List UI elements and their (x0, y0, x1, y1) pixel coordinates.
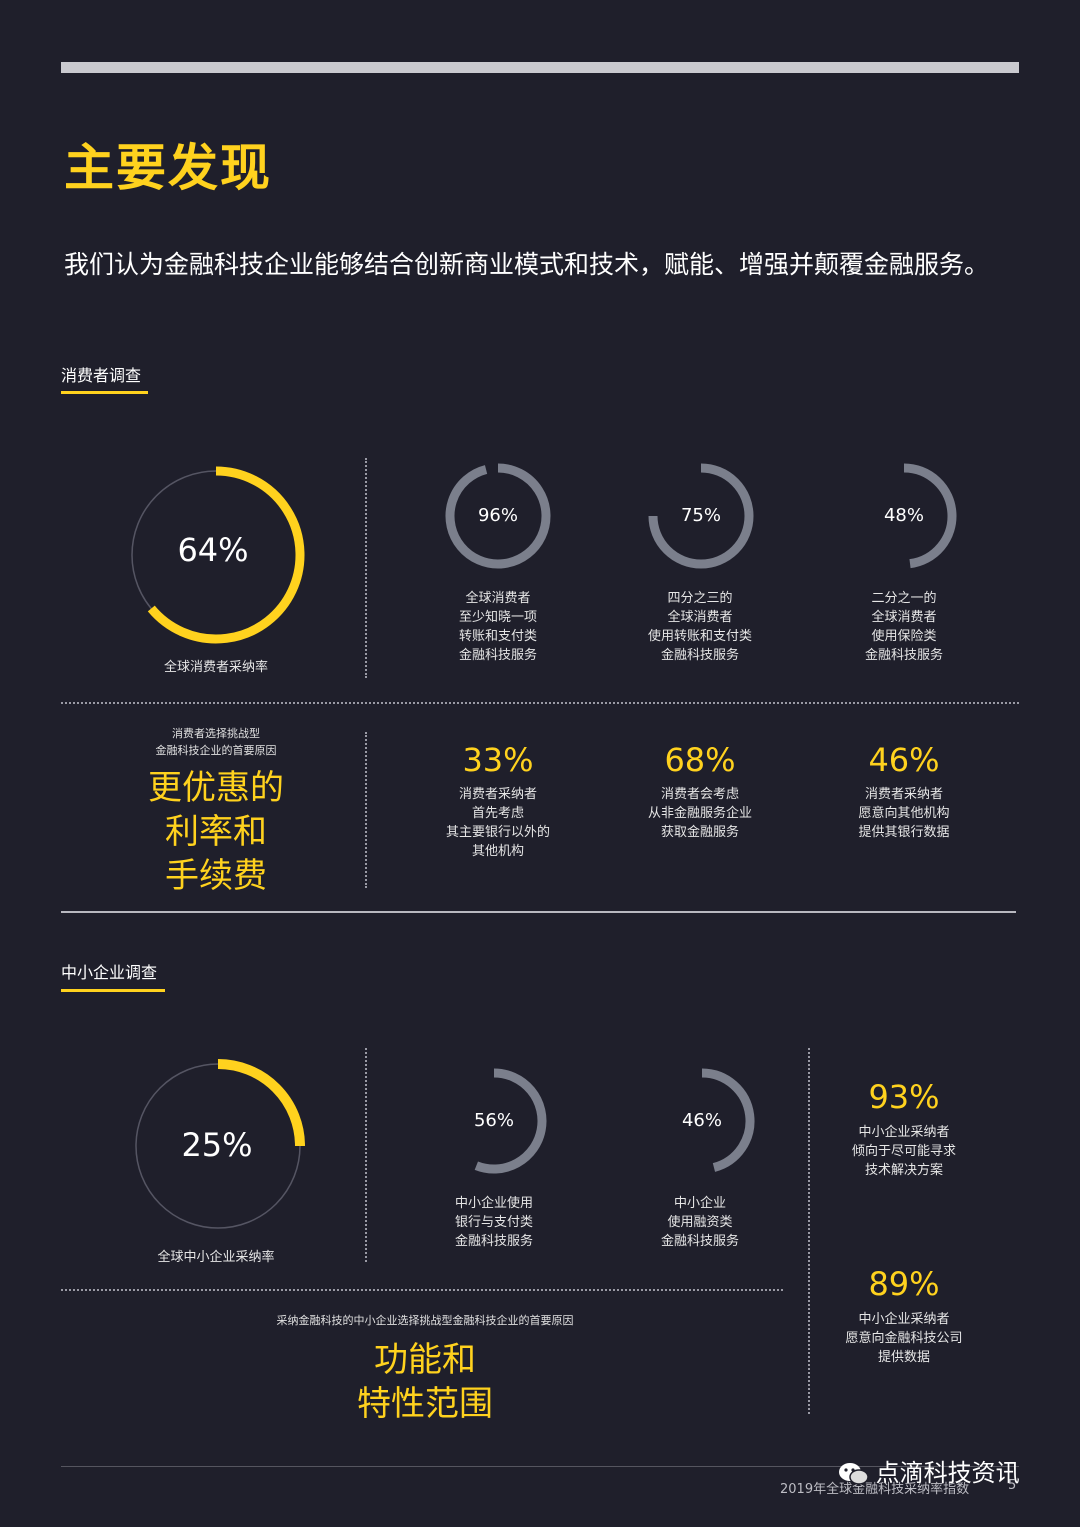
watermark: 点滴科技资讯 (838, 1458, 1020, 1488)
consumer-donut-insurance-caption: 二分之一的 全球消费者 使用保险类 金融科技服务 (864, 591, 943, 663)
sme-main-caption: 全球中小企业采纳率 (157, 1250, 275, 1265)
consumer-donut-payments-arc (648, 463, 754, 569)
page-number: 5 (1008, 1478, 1017, 1493)
footer-rule (61, 1466, 1019, 1467)
consumer-reason-intro: 消费者选择挑战型 金融科技企业的首要原因 (155, 727, 277, 757)
consumer-main-value: 64% (177, 531, 248, 569)
consumer-donut-insurance-value: 48% (884, 505, 924, 526)
sme-stat-1-value: 93% (868, 1078, 940, 1116)
consumer-stat-3-value: 46% (868, 741, 940, 779)
divider-horizontal (61, 1289, 783, 1291)
sme-donut-payments-arc (474, 1068, 547, 1174)
consumer-stat-3-caption: 消费者采纳者 愿意向其他机构 提供其银行数据 (858, 787, 950, 840)
consumer-main-caption: 全球消费者采纳率 (163, 660, 268, 675)
watermark-text: 点滴科技资讯 (875, 1459, 1020, 1487)
consumer-donut-insurance: 48% (884, 463, 957, 569)
consumer-donut-awareness-arc (445, 463, 551, 569)
consumer-stat-2-value: 68% (664, 741, 736, 779)
divider-vertical (365, 732, 367, 888)
consumer-section-label: 消费者调查 (61, 366, 142, 385)
divider-horizontal (61, 702, 1019, 704)
sme-donut-payments-value: 56% (474, 1110, 514, 1131)
sme-donut-financing-arc (701, 1068, 755, 1172)
sme-main-arc (217, 1059, 305, 1147)
consumer-stat-1-caption: 消费者采纳者 首先考虑 其主要银行以外的 其他机构 (445, 787, 550, 859)
consumer-donut-payments-value: 75% (681, 505, 721, 526)
consumer-stat-1-value: 33% (462, 741, 534, 779)
sme-reason-text: 功能和 特性范围 (357, 1340, 493, 1424)
sme-main-donut: 25% (135, 1059, 305, 1229)
sme-reason-intro: 采纳金融科技的中小企业选择挑战型金融科技企业的首要原因 (276, 1314, 574, 1327)
consumer-donut-payments: 75% (648, 463, 754, 569)
sme-donut-financing: 46% (682, 1068, 755, 1172)
consumer-donut-payments-caption: 四分之三的 全球消费者 使用转账和支付类 金融科技服务 (647, 591, 752, 663)
divider-vertical (365, 1048, 367, 1262)
sme-donut-financing-value: 46% (682, 1110, 722, 1131)
divider-vertical (808, 1048, 810, 1414)
sme-donut-financing-caption: 中小企业 使用融资类 金融科技服务 (660, 1196, 739, 1249)
consumer-reason-text: 更优惠的 利率和 手续费 (148, 768, 284, 896)
footer-report-title: 2019年全球金融科技采纳率指数 (780, 1482, 970, 1497)
consumer-donut-insurance-arc (903, 463, 957, 569)
sme-stat-2-value: 89% (868, 1265, 940, 1303)
divider-vertical (365, 458, 367, 678)
sme-main-value: 25% (181, 1126, 252, 1164)
sme-stat-2-caption: 中小企业采纳者 愿意向金融科技公司 提供数据 (845, 1312, 963, 1365)
consumer-donut-awareness: 96% (445, 463, 551, 569)
consumer-label-underline (61, 391, 148, 394)
consumer-donut-awareness-caption: 全球消费者 至少知晓一项 转账和支付类 金融科技服务 (458, 591, 537, 663)
consumer-main-donut: 64% (131, 466, 305, 644)
sme-stat-1-caption: 中小企业采纳者 倾向于尽可能寻求 技术解决方案 (851, 1125, 956, 1178)
sme-label-underline (61, 989, 165, 992)
intro-text: 我们认为金融科技企业能够结合创新商业模式和技术，赋能、增强并颠覆金融服务。 (64, 250, 990, 279)
consumer-main-arc (147, 466, 305, 644)
page-title: 主要发现 (64, 139, 272, 197)
consumer-donut-awareness-value: 96% (478, 505, 518, 526)
wechat-icon (838, 1462, 869, 1486)
sme-section-label: 中小企业调查 (61, 963, 158, 982)
sme-donut-payments-caption: 中小企业使用 银行与支付类 金融科技服务 (454, 1196, 533, 1249)
consumer-stat-2-caption: 消费者会考虑 从非金融服务企业 获取金融服务 (647, 787, 752, 840)
sme-donut-payments: 56% (474, 1068, 547, 1174)
section-separator (61, 911, 1016, 913)
top-rule (61, 62, 1019, 73)
